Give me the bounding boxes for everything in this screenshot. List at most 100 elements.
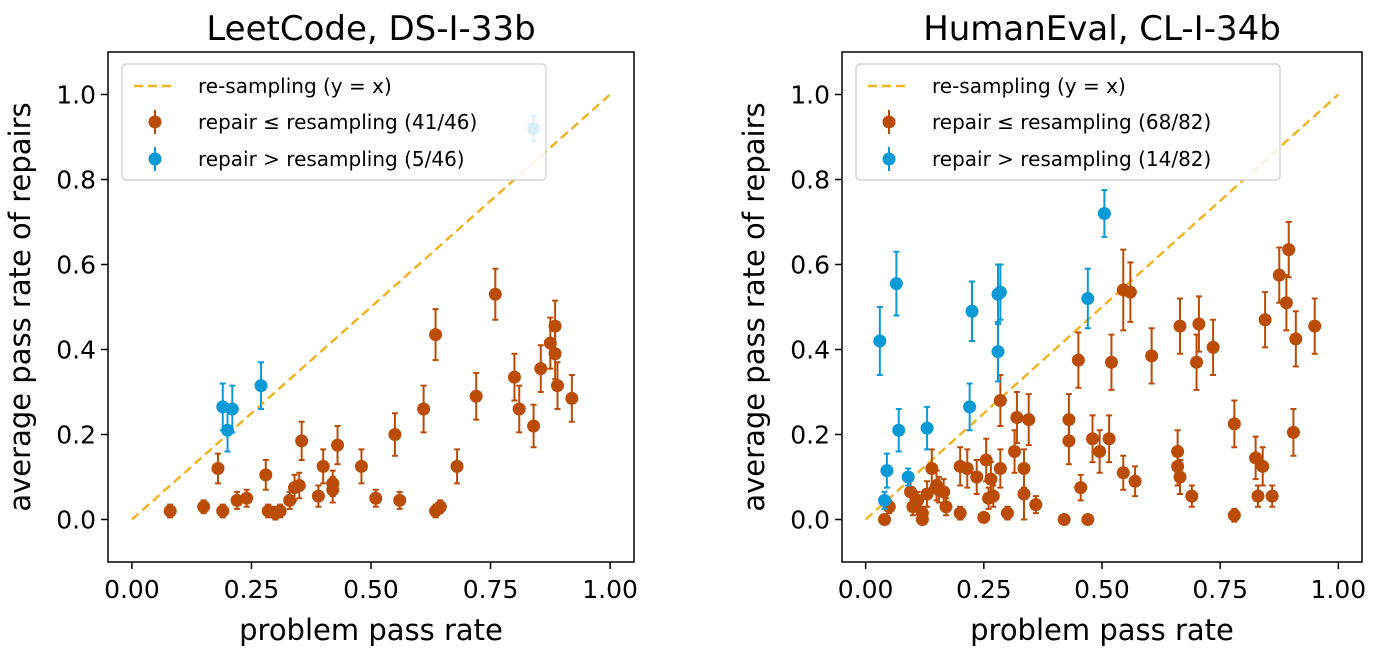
y-axis-label: average pass rate of repairs bbox=[737, 102, 771, 511]
data-point bbox=[197, 500, 211, 514]
data-point bbox=[1145, 349, 1159, 363]
data-point bbox=[429, 328, 443, 342]
series-1 bbox=[163, 267, 579, 521]
data-point bbox=[1097, 207, 1111, 220]
data-point bbox=[1057, 513, 1071, 526]
data-point bbox=[488, 287, 502, 301]
data-point bbox=[295, 434, 309, 448]
data-point bbox=[527, 419, 541, 433]
y-tick-label: 0.0 bbox=[56, 506, 96, 535]
y-axis-label: average pass rate of repairs bbox=[3, 102, 37, 511]
legend-marker-swatch bbox=[882, 152, 896, 166]
data-point bbox=[283, 493, 297, 507]
data-point bbox=[254, 379, 268, 393]
data-point bbox=[507, 370, 521, 384]
data-point bbox=[1282, 243, 1296, 257]
x-tick-label: 0.50 bbox=[1074, 575, 1130, 604]
data-point bbox=[1022, 413, 1036, 427]
data-point bbox=[331, 438, 345, 452]
data-point bbox=[1008, 445, 1022, 458]
data-point bbox=[920, 487, 934, 501]
legend-label: re-sampling (y = x) bbox=[198, 74, 392, 98]
data-point bbox=[889, 277, 903, 291]
data-point bbox=[1029, 498, 1043, 512]
x-axis-label: problem pass rate bbox=[239, 613, 503, 647]
legend-label: re-sampling (y = x) bbox=[932, 74, 1126, 98]
legend: re-sampling (y = x) repair ≤ resampling (… bbox=[855, 63, 1281, 181]
data-point bbox=[970, 470, 984, 484]
x-tick-label: 0.25 bbox=[956, 575, 1012, 604]
data-point bbox=[993, 285, 1007, 299]
data-point bbox=[986, 489, 1000, 503]
data-point bbox=[1251, 489, 1265, 503]
data-point bbox=[433, 500, 447, 514]
data-point bbox=[993, 394, 1007, 407]
data-point bbox=[993, 462, 1007, 475]
data-point bbox=[1190, 355, 1204, 369]
x-axis-label: problem pass rate bbox=[970, 613, 1234, 647]
data-point bbox=[216, 504, 230, 518]
data-point bbox=[979, 453, 993, 467]
data-point bbox=[550, 379, 564, 393]
data-point bbox=[878, 513, 892, 526]
data-point bbox=[1286, 425, 1300, 439]
data-point bbox=[991, 345, 1005, 359]
data-point bbox=[963, 400, 977, 414]
data-point bbox=[240, 491, 254, 505]
data-point bbox=[1071, 353, 1085, 367]
data-point bbox=[925, 462, 939, 475]
x-tick-label: 0.50 bbox=[343, 575, 399, 604]
data-point bbox=[1279, 296, 1293, 310]
y-tick-label: 1.0 bbox=[790, 81, 830, 110]
data-point bbox=[543, 336, 557, 350]
data-point bbox=[977, 510, 991, 524]
legend-box bbox=[121, 63, 547, 181]
data-point bbox=[1206, 340, 1220, 354]
data-point bbox=[901, 470, 915, 484]
data-point bbox=[1192, 317, 1206, 331]
legend-marker-swatch bbox=[148, 115, 162, 129]
data-point bbox=[1173, 470, 1187, 484]
data-point bbox=[1102, 432, 1116, 446]
data-point bbox=[393, 493, 407, 507]
data-point bbox=[225, 402, 239, 416]
data-point bbox=[1258, 313, 1272, 327]
data-point bbox=[1289, 332, 1303, 346]
data-point bbox=[965, 304, 979, 318]
data-point bbox=[904, 485, 918, 499]
y-tick-label: 0.8 bbox=[56, 166, 96, 195]
data-point bbox=[326, 483, 340, 497]
y-tick-label: 0.0 bbox=[790, 506, 830, 535]
x-tick-label: 1.00 bbox=[1311, 575, 1367, 604]
data-point bbox=[1000, 506, 1014, 520]
data-point bbox=[369, 491, 383, 505]
series-2 bbox=[873, 189, 1111, 510]
data-point bbox=[915, 506, 929, 520]
data-point bbox=[469, 389, 483, 403]
y-tick-label: 0.2 bbox=[56, 421, 96, 450]
data-point bbox=[548, 347, 562, 361]
data-point bbox=[1265, 489, 1279, 503]
legend-label: repair > resampling (14/82) bbox=[932, 147, 1211, 171]
data-point bbox=[920, 421, 934, 435]
x-tick-label: 0.75 bbox=[1192, 575, 1248, 604]
data-point bbox=[953, 506, 967, 520]
data-point bbox=[354, 459, 368, 473]
chart-panel-1: LeetCode, DS-I-33b 0.00 0.25 0.50 0.75 1.00 0.… bbox=[3, 9, 638, 647]
legend-label: repair > resampling (5/46) bbox=[198, 147, 465, 171]
data-point bbox=[1256, 459, 1270, 473]
data-point bbox=[1123, 285, 1137, 299]
legend-label: repair ≤ resampling (41/46) bbox=[198, 110, 477, 134]
data-point bbox=[163, 504, 177, 518]
data-point bbox=[1227, 417, 1241, 431]
data-point bbox=[259, 468, 273, 482]
data-point bbox=[939, 500, 953, 514]
data-point bbox=[388, 428, 402, 441]
data-point bbox=[892, 423, 906, 437]
data-point bbox=[221, 423, 235, 437]
data-point bbox=[273, 504, 287, 518]
chart-title: LeetCode, DS-I-33b bbox=[206, 9, 535, 49]
chart-panel-2: HumanEval, CL-I-34b 0.00 0.25 0.50 0.75 1.00 0… bbox=[737, 9, 1366, 647]
data-point bbox=[292, 479, 306, 492]
y-tick-label: 0.6 bbox=[790, 251, 830, 280]
